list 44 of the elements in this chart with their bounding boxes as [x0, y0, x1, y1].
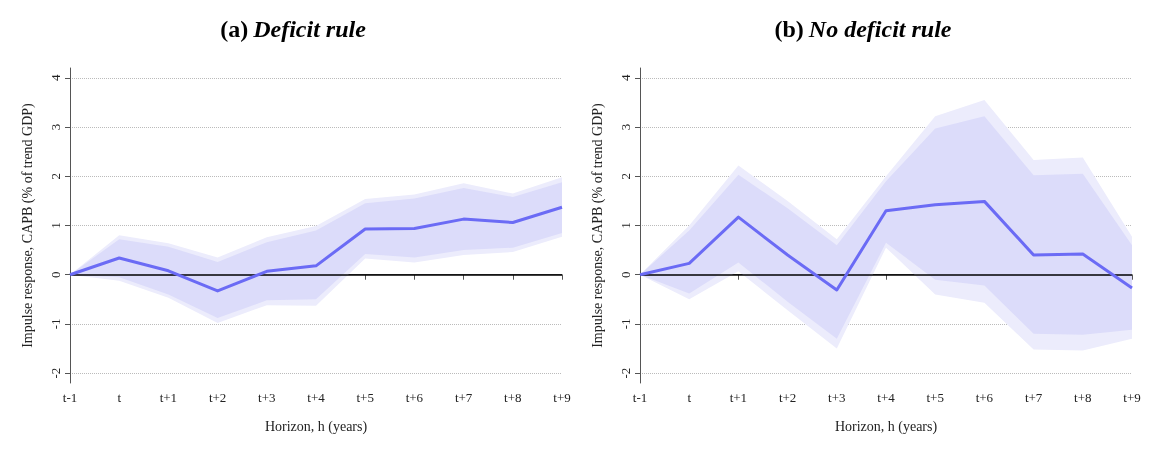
x-axis-title: Horizon, h (years) [264, 418, 368, 435]
x-tick-label: t+9 [553, 390, 571, 405]
x-tick-label: t [687, 390, 692, 405]
x-tick-label: t+4 [307, 390, 326, 405]
x-tick-label: t+5 [926, 390, 944, 405]
x-tick-label: t+3 [258, 390, 276, 405]
y-tick-label: 0 [618, 271, 633, 278]
x-tick-label: t+6 [405, 390, 424, 405]
x-tick-label: t+4 [877, 390, 896, 405]
x-tick-label: t+7 [454, 390, 473, 405]
y-tick-label: 1 [618, 222, 633, 229]
x-tick-label: t+5 [356, 390, 374, 405]
x-tick-label: t [117, 390, 122, 405]
x-tick-label: t+8 [504, 390, 522, 405]
y-tick-label: 4 [48, 74, 63, 82]
y-tick-label: 3 [48, 123, 63, 131]
x-tick-label: t+9 [1123, 390, 1141, 405]
chart-title: (a) Deficit rule [220, 16, 367, 42]
x-tick-label: t+1 [159, 390, 178, 405]
x-tick-label: t-1 [632, 390, 648, 405]
x-tick-label: t+2 [208, 390, 227, 405]
y-tick-label: 3 [618, 123, 633, 131]
y-tick-label: 0 [48, 271, 63, 278]
y-tick-label: 4 [618, 74, 633, 82]
x-tick-label: t+7 [1024, 390, 1043, 405]
x-tick-label: t+3 [828, 390, 846, 405]
y-axis-title: Impulse response, CAPB (% of trend GDP) [589, 102, 606, 348]
y-tick-label: 1 [48, 222, 63, 229]
y-tick-label: 2 [48, 173, 63, 180]
y-tick-label: -2 [618, 367, 633, 379]
x-tick-label: t-1 [62, 390, 78, 405]
y-tick-label: 2 [618, 173, 633, 180]
x-axis-title: Horizon, h (years) [834, 418, 938, 435]
y-tick-label: -1 [48, 318, 63, 330]
y-tick-label: -1 [618, 318, 633, 330]
y-tick-label: -2 [48, 367, 63, 379]
x-tick-label: t+6 [975, 390, 994, 405]
x-tick-label: t+1 [729, 390, 748, 405]
line-series [68, 205, 564, 293]
chart-title: (b) No deficit rule [774, 16, 952, 42]
x-tick-label: t+8 [1074, 390, 1092, 405]
y-axis-title: Impulse response, CAPB (% of trend GDP) [19, 102, 36, 348]
x-tick-label: t+2 [778, 390, 797, 405]
line-series [638, 199, 1134, 292]
